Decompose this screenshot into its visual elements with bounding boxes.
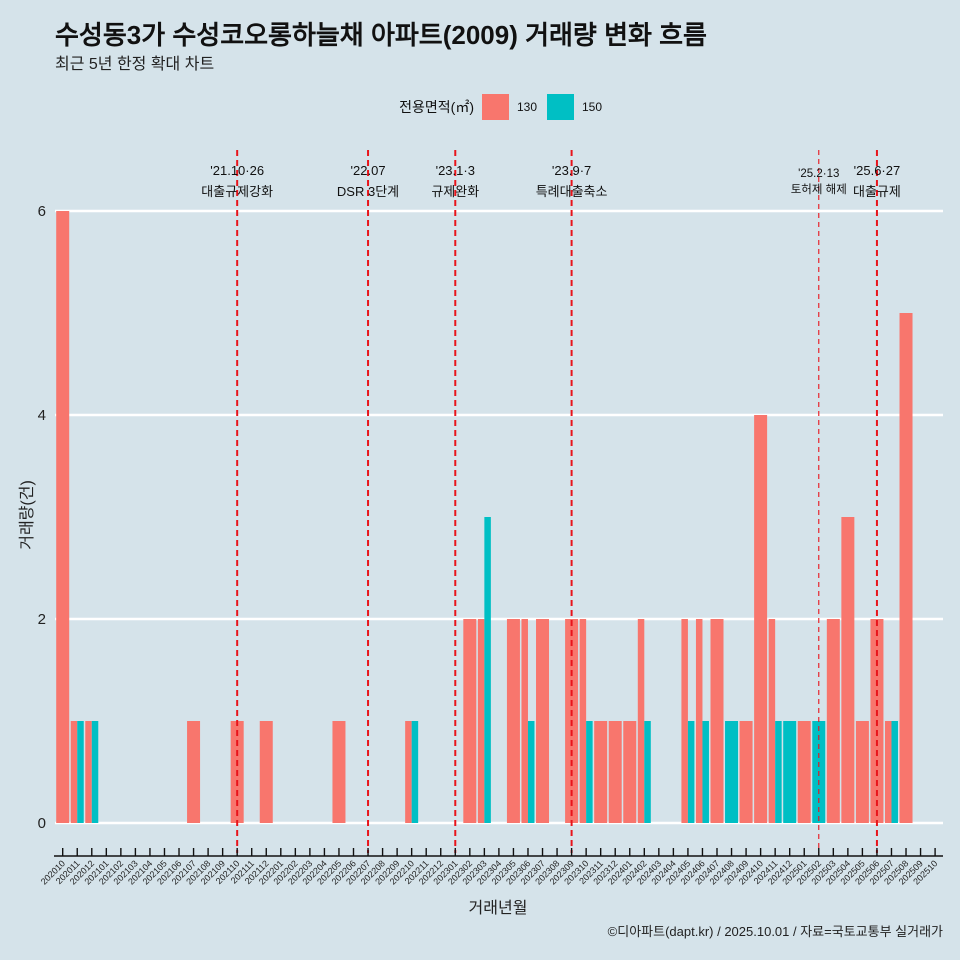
y-tick-label: 4: [38, 407, 46, 424]
y-axis-ticks: 0 2 4 6: [38, 203, 46, 832]
y-axis-title: 거래량(건): [18, 480, 36, 550]
y-tick-label: 0: [38, 815, 46, 832]
bar-202503-130: [826, 619, 840, 823]
bar-202402-130: [637, 619, 645, 823]
annotation-label: 대출규제: [853, 184, 901, 199]
bar-202012-130: [85, 721, 92, 823]
bar-202011-130: [70, 721, 78, 823]
chart-title: 수성동3가 수성코오롱하늘채 아파트(2009) 거래량 변화 흐름: [55, 20, 707, 50]
x-axis-title: 거래년월: [469, 899, 528, 917]
bar-202402-150: [644, 721, 651, 823]
bar-202306-130: [521, 619, 528, 823]
annotation-date: '25.6·27: [854, 163, 901, 178]
bar-202407-130: [710, 619, 724, 823]
bar-202307-130: [536, 619, 550, 823]
bar-202310-130: [579, 619, 587, 823]
bar-202504-130: [841, 517, 855, 823]
bar-202310-150: [586, 721, 593, 823]
x-axis: 2020102020112020122021012021022021032021…: [39, 848, 943, 887]
bar-202302-130: [463, 619, 477, 823]
bar-202305-130: [506, 619, 520, 823]
bar-202408-150: [725, 721, 739, 823]
bar-202306-150: [527, 721, 535, 823]
bar-202112-130: [259, 721, 273, 823]
chart-subtitle: 최근 5년 한정 확대 차트: [55, 55, 214, 73]
bar-202011-150: [77, 721, 84, 823]
legend-key-150: [547, 94, 574, 120]
annotation-date: '23.1·3: [436, 163, 475, 178]
bar-202508-130: [899, 313, 913, 823]
annotation-label: 규제완화: [431, 184, 479, 199]
legend-label-130: 130: [517, 100, 537, 114]
bar-202501-130: [797, 721, 811, 823]
bar-202411-130: [768, 619, 776, 823]
annotation-labels: '21.10·26 대출규제강화 '22.07 DSR 3단계 '23.1·3 규제완화 '…: [201, 163, 901, 199]
bar-202303-130: [477, 619, 485, 823]
bar-202303-150: [484, 517, 491, 823]
bar-202505-130: [855, 721, 869, 823]
bar-202010-130: [56, 211, 70, 823]
bar-202205-130: [332, 721, 346, 823]
chart-caption: ©디아파트(dapt.kr) / 2025.10.01 / 자료=국토교통부 실…: [608, 924, 943, 939]
bar-202401-130: [623, 721, 637, 823]
bar-202405-130: [681, 619, 688, 823]
legend-key-130: [482, 94, 509, 120]
bar-202507-130: [884, 721, 892, 823]
annotation-date: '21.10·26: [210, 163, 264, 178]
annotation-label: 대출규제강화: [201, 184, 273, 199]
bar-202405-150: [687, 721, 695, 823]
bar-202312-130: [608, 721, 622, 823]
bar-202409-130: [739, 721, 753, 823]
bar-202411-150: [775, 721, 782, 823]
annotation-date: '22.07: [351, 163, 386, 178]
bar-202311-130: [594, 721, 608, 823]
annotation-date: '23.9·7: [552, 163, 591, 178]
bar-202210-130: [405, 721, 412, 823]
annotation-lines: [236, 150, 878, 853]
bar-202406-130: [695, 619, 703, 823]
bar-202507-150: [891, 721, 898, 823]
bar-202410-130: [754, 415, 768, 823]
y-tick-label: 2: [38, 611, 46, 628]
y-tick-label: 6: [38, 203, 46, 220]
bar-202107-130: [187, 721, 201, 823]
annotation-label: DSR 3단계: [337, 184, 399, 199]
bar-202012-150: [91, 721, 99, 823]
bar-202210-150: [411, 721, 419, 823]
annotation-date: '25.2·13: [798, 168, 839, 180]
legend-title: 전용면적(㎡): [399, 99, 474, 115]
legend: 전용면적(㎡) 130 150: [399, 94, 602, 120]
annotation-label: 토허제 해제: [791, 183, 847, 196]
annotation-label: 특례대출축소: [536, 184, 608, 199]
bar-202406-150: [702, 721, 709, 823]
legend-label-150: 150: [582, 100, 602, 114]
bar-202412-150: [783, 721, 797, 823]
